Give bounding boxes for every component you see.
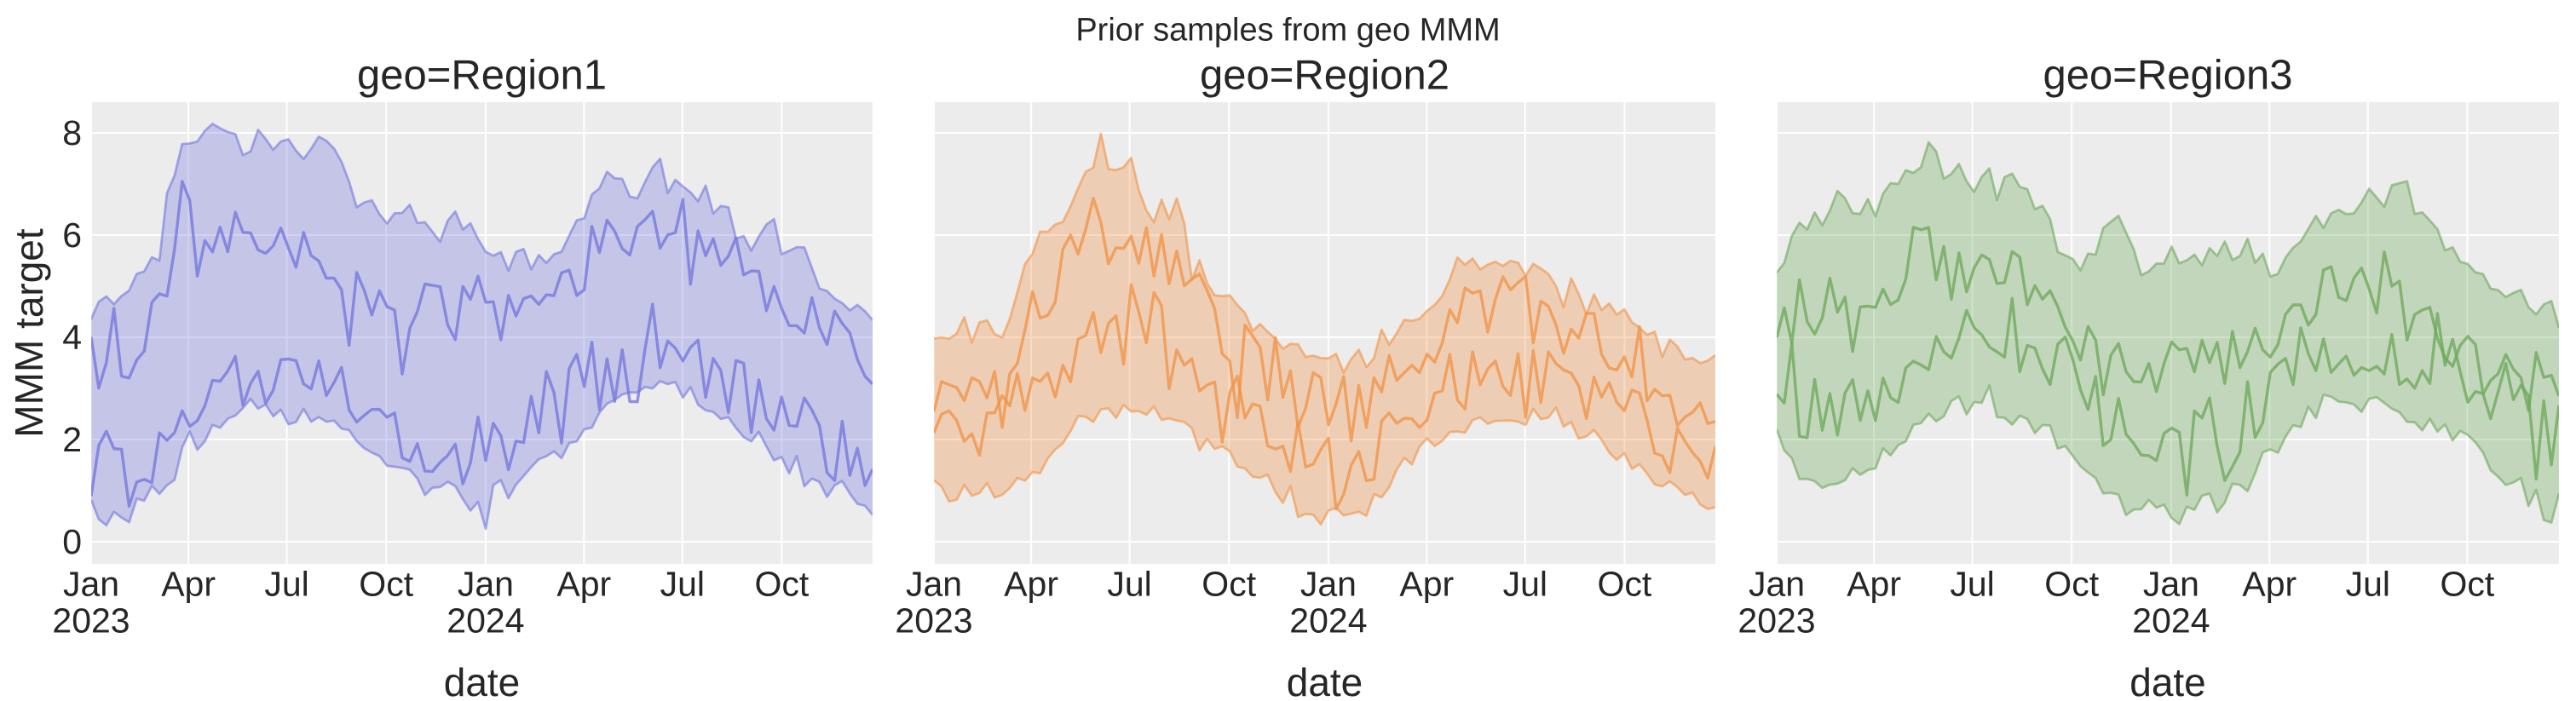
svg-text:Jan: Jan: [1749, 565, 1805, 604]
svg-text:Jul: Jul: [264, 565, 308, 604]
svg-text:Jul: Jul: [1503, 565, 1547, 604]
svg-text:Oct: Oct: [1202, 565, 1256, 604]
svg-text:Jul: Jul: [660, 565, 705, 604]
svg-text:Apr: Apr: [556, 565, 611, 604]
svg-text:2023: 2023: [52, 601, 130, 641]
svg-text:date: date: [2129, 660, 2206, 701]
svg-text:Apr: Apr: [1847, 565, 1901, 604]
svg-text:Oct: Oct: [2441, 565, 2495, 604]
svg-text:2: 2: [62, 420, 82, 459]
svg-text:2024: 2024: [447, 601, 524, 641]
svg-text:date: date: [1287, 660, 1363, 701]
svg-text:Jan: Jan: [2143, 565, 2199, 604]
svg-text:Prior samples from geo MMM: Prior samples from geo MMM: [1075, 13, 1500, 49]
svg-text:geo=Region3: geo=Region3: [2043, 53, 2293, 99]
svg-text:Apr: Apr: [1399, 565, 1454, 604]
svg-text:Apr: Apr: [161, 565, 216, 604]
svg-text:2024: 2024: [2132, 601, 2210, 641]
svg-text:2023: 2023: [895, 601, 972, 641]
svg-text:Jan: Jan: [1300, 565, 1357, 604]
svg-text:0: 0: [62, 522, 82, 561]
svg-text:8: 8: [62, 113, 82, 152]
svg-text:Jul: Jul: [1950, 565, 1994, 604]
svg-text:2023: 2023: [1738, 601, 1815, 641]
svg-text:Jul: Jul: [2346, 565, 2390, 604]
svg-text:Oct: Oct: [755, 565, 810, 604]
svg-text:4: 4: [62, 318, 82, 357]
svg-text:geo=Region1: geo=Region1: [357, 53, 607, 99]
svg-text:geo=Region2: geo=Region2: [1200, 53, 1449, 99]
svg-text:Jan: Jan: [63, 565, 119, 604]
svg-text:Jan: Jan: [906, 565, 962, 604]
svg-text:Jan: Jan: [458, 565, 514, 604]
svg-text:Apr: Apr: [2242, 565, 2297, 604]
svg-text:date: date: [444, 660, 521, 701]
svg-text:6: 6: [62, 215, 82, 255]
svg-text:Oct: Oct: [359, 565, 413, 604]
svg-text:2024: 2024: [1289, 601, 1367, 641]
svg-text:Oct: Oct: [1598, 565, 1652, 604]
svg-text:Apr: Apr: [1004, 565, 1058, 604]
svg-text:Oct: Oct: [2044, 565, 2099, 604]
svg-text:Jul: Jul: [1107, 565, 1151, 604]
svg-text:MMM target: MMM target: [7, 228, 51, 438]
